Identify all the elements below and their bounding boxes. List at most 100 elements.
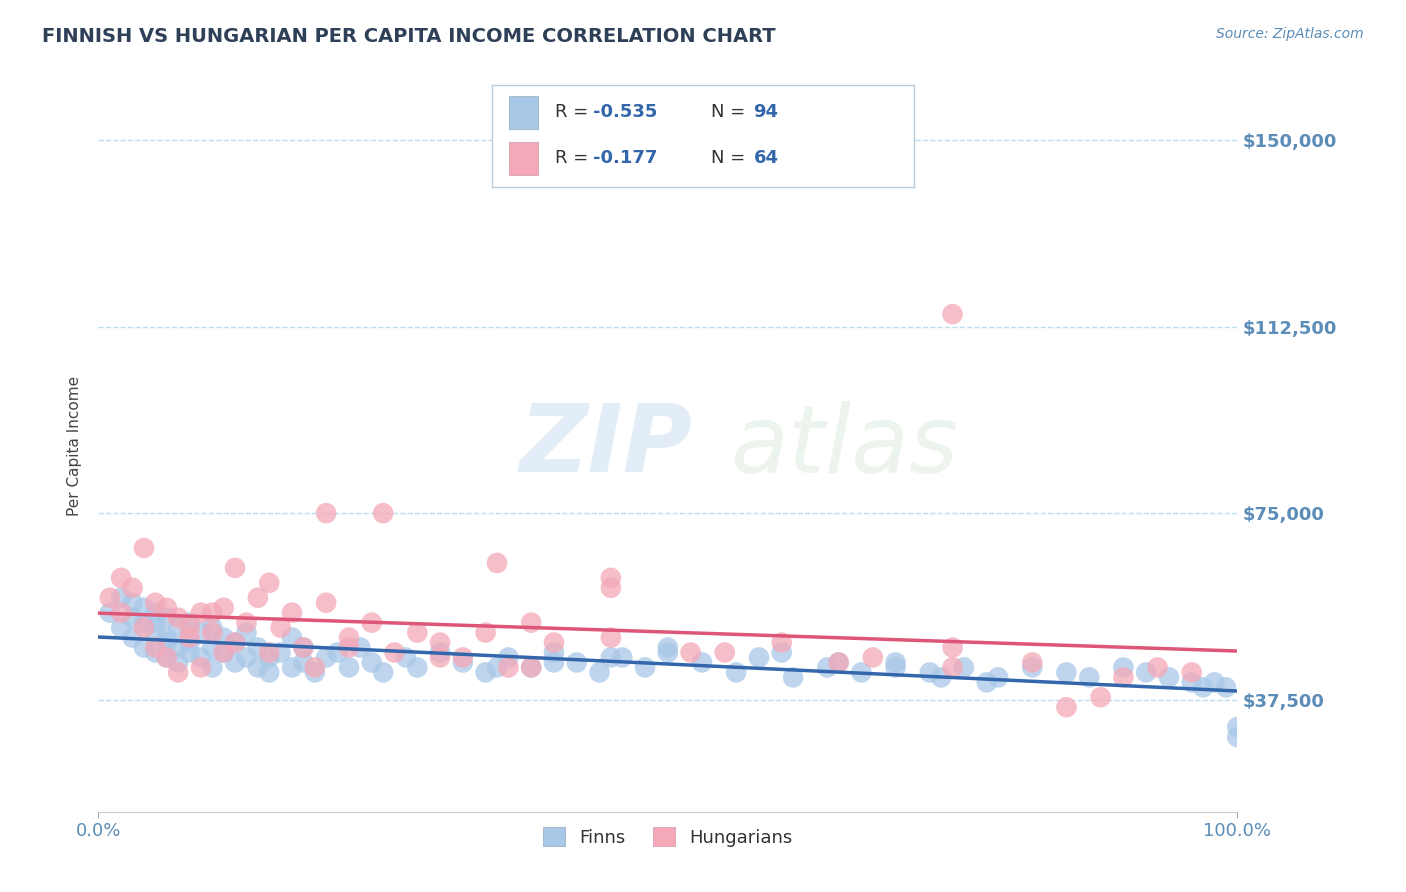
Point: [429, 635, 451, 649]
Point: [679, 645, 702, 659]
Point: [167, 621, 190, 635]
Point: [1078, 670, 1101, 684]
Point: [543, 656, 565, 670]
Text: -0.535: -0.535: [593, 103, 658, 121]
Point: [657, 640, 679, 655]
Point: [179, 631, 201, 645]
Point: [725, 665, 748, 680]
Point: [1204, 675, 1226, 690]
Point: [132, 621, 155, 635]
Point: [132, 541, 155, 555]
Text: 64: 64: [754, 149, 779, 167]
Point: [110, 571, 132, 585]
Point: [315, 650, 337, 665]
Legend: Finns, Hungarians: Finns, Hungarians: [536, 820, 800, 854]
Point: [612, 650, 634, 665]
Point: [179, 615, 201, 630]
Point: [474, 625, 496, 640]
Point: [179, 635, 201, 649]
Point: [98, 591, 121, 605]
Point: [1157, 670, 1180, 684]
Text: R =: R =: [555, 103, 595, 121]
Point: [145, 615, 167, 630]
Point: [337, 660, 360, 674]
Point: [246, 660, 269, 674]
Point: [224, 635, 246, 649]
Point: [212, 645, 235, 659]
Point: [145, 606, 167, 620]
Point: [304, 660, 326, 674]
Point: [1112, 670, 1135, 684]
Point: [179, 645, 201, 659]
Point: [156, 635, 179, 649]
Point: [179, 621, 201, 635]
Point: [156, 610, 179, 624]
Point: [110, 591, 132, 605]
Point: [145, 625, 167, 640]
Point: [190, 606, 212, 620]
Point: [770, 635, 793, 649]
Point: [246, 640, 269, 655]
Point: [201, 660, 224, 674]
Point: [360, 615, 382, 630]
Point: [156, 650, 179, 665]
Point: [520, 615, 543, 630]
Point: [429, 650, 451, 665]
Point: [1021, 656, 1043, 670]
Point: [259, 650, 281, 665]
Point: [828, 656, 851, 670]
Point: [600, 650, 623, 665]
Point: [315, 596, 337, 610]
Point: [600, 581, 623, 595]
Point: [1192, 681, 1215, 695]
Point: [121, 581, 143, 595]
Point: [1181, 665, 1204, 680]
Point: [145, 596, 167, 610]
Point: [884, 656, 907, 670]
Point: [315, 506, 337, 520]
Point: [259, 645, 281, 659]
Point: [1226, 720, 1249, 734]
Text: Source: ZipAtlas.com: Source: ZipAtlas.com: [1216, 27, 1364, 41]
Point: [942, 640, 965, 655]
Point: [451, 656, 474, 670]
Point: [634, 660, 657, 674]
Point: [235, 625, 257, 640]
Point: [292, 640, 315, 655]
Point: [1090, 690, 1112, 705]
Point: [235, 650, 257, 665]
Point: [987, 670, 1010, 684]
Point: [520, 660, 543, 674]
Point: [212, 645, 235, 659]
Point: [167, 640, 190, 655]
Point: [224, 635, 246, 649]
Bar: [509, 96, 538, 128]
Point: [292, 640, 315, 655]
Text: atlas: atlas: [731, 401, 959, 491]
Point: [121, 610, 143, 624]
Point: [224, 561, 246, 575]
Point: [212, 600, 235, 615]
Point: [156, 631, 179, 645]
Point: [976, 675, 998, 690]
Point: [110, 621, 132, 635]
Point: [690, 656, 713, 670]
Point: [565, 656, 588, 670]
Point: [942, 660, 965, 674]
Point: [588, 665, 610, 680]
Point: [543, 635, 565, 649]
Point: [1146, 660, 1168, 674]
Point: [235, 615, 257, 630]
Point: [292, 656, 315, 670]
Point: [281, 660, 304, 674]
Point: [304, 665, 326, 680]
Point: [851, 665, 873, 680]
Point: [360, 656, 382, 670]
Point: [337, 640, 360, 655]
Text: ZIP: ZIP: [520, 400, 693, 492]
Point: [406, 660, 429, 674]
Point: [145, 645, 167, 659]
Point: [451, 650, 474, 665]
Point: [349, 640, 371, 655]
Point: [714, 645, 737, 659]
